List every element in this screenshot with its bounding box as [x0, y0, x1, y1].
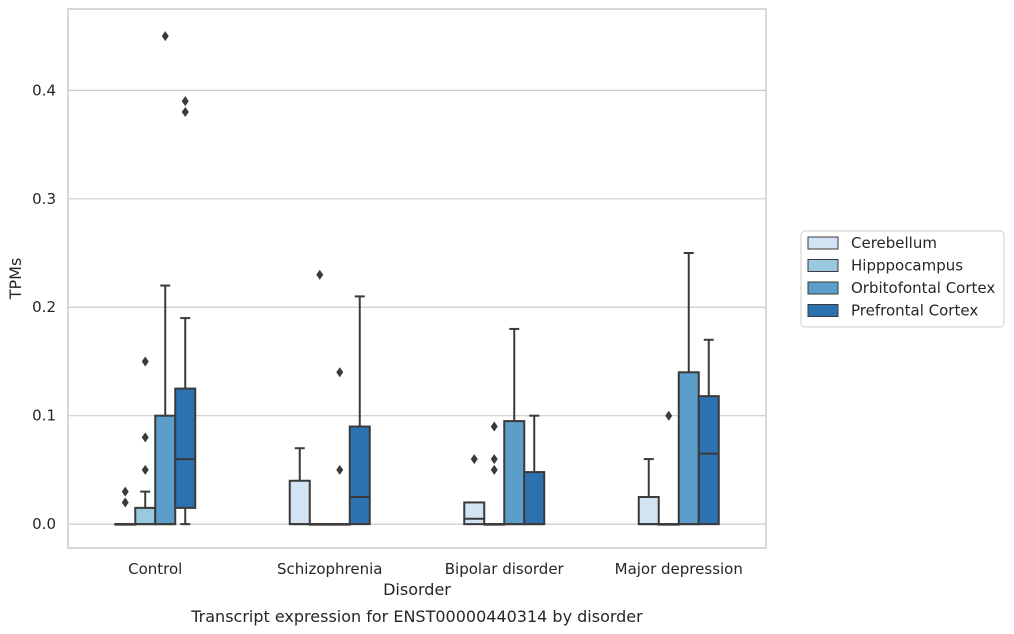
box-hipppocampus [657, 410, 680, 526]
outlier-point [665, 410, 673, 421]
box-iqr [523, 471, 546, 526]
outlier-point [141, 356, 149, 367]
outlier-point [336, 367, 344, 378]
box-orbitofontal-cortex [677, 252, 700, 526]
box-iqr [154, 414, 177, 526]
box-iqr [134, 506, 157, 526]
box-prefrontal-cortex [348, 295, 371, 526]
legend-label: Orbitofontal Cortex [851, 279, 995, 297]
legend-label: Cerebellum [851, 234, 937, 252]
box-prefrontal-cortex [174, 96, 197, 526]
outlier-point [336, 464, 344, 475]
legend-swatch [807, 259, 839, 272]
box-orbitofontal-cortex [503, 327, 526, 526]
y-tick-label: 0.4 [32, 81, 56, 99]
outlier-point [490, 464, 498, 475]
outlier-point [141, 464, 149, 475]
x-tick-label: Control [128, 560, 182, 578]
legend-label: Hipppocampus [851, 257, 963, 275]
legend-label: Prefrontal Cortex [851, 302, 978, 320]
figure-caption: Transcript expression for ENST0000044031… [190, 607, 643, 626]
box-prefrontal-cortex [697, 338, 720, 526]
plot-boxes [114, 31, 720, 526]
box-iqr [697, 395, 720, 526]
outlier-point [121, 497, 129, 508]
x-axis-ticks: Control Schizophrenia Bipolar disorder Majo… [128, 560, 743, 578]
outlier-point [121, 486, 129, 497]
outlier-point [490, 421, 498, 432]
box-hipppocampus [308, 269, 331, 526]
box-iqr [174, 387, 197, 509]
outlier-point [181, 96, 189, 107]
y-tick-label: 0.0 [32, 515, 56, 533]
box-cerebellum [637, 458, 660, 526]
box-iqr [348, 425, 371, 526]
box-iqr [463, 501, 486, 526]
y-tick-label: 0.3 [32, 190, 56, 208]
outlier-point [470, 454, 478, 465]
box-cerebellum [288, 447, 311, 526]
y-tick-label: 0.1 [32, 407, 56, 425]
box-cerebellum [463, 454, 486, 526]
y-axis-title: TPMs [6, 258, 25, 301]
box-orbitofontal-cortex [328, 367, 351, 526]
outlier-point [161, 31, 169, 42]
box-cerebellum [114, 486, 137, 526]
outlier-point [181, 107, 189, 118]
x-tick-label: Bipolar disorder [445, 560, 565, 578]
plot-frame [67, 8, 767, 549]
box-iqr [677, 371, 700, 526]
box-iqr [288, 479, 311, 526]
y-axis-ticks: 0.0 0.1 0.2 0.3 0.4 [32, 81, 56, 533]
legend-swatch [807, 304, 839, 317]
legend-swatch [807, 281, 839, 295]
outlier-point [141, 432, 149, 443]
box-prefrontal-cortex [523, 414, 546, 526]
legend: Cerebellum Hipppocampus Orbitofontal Corte… [800, 230, 1005, 328]
box-orbitofontal-cortex [154, 31, 177, 526]
legend-frame [800, 230, 1005, 328]
x-axis-title: Disorder [383, 580, 451, 599]
legend-swatch [807, 236, 839, 250]
box-iqr [637, 496, 660, 526]
box-hipppocampus [483, 421, 506, 526]
x-tick-label: Schizophrenia [277, 560, 382, 578]
outlier-point [316, 269, 324, 280]
box-hipppocampus [134, 356, 157, 526]
box-iqr [503, 420, 526, 526]
y-tick-label: 0.2 [32, 298, 56, 316]
outlier-point [490, 454, 498, 465]
x-tick-label: Major depression [615, 560, 743, 578]
